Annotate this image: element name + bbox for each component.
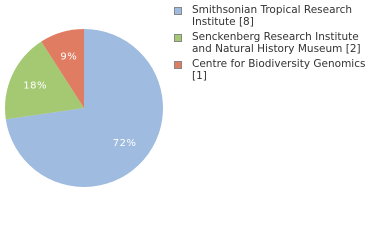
legend-entry: Smithsonian Tropical Research Institute … xyxy=(174,4,374,28)
slice-label: 18% xyxy=(23,81,47,92)
pie-slice xyxy=(5,29,163,187)
legend-swatch xyxy=(174,34,182,42)
legend-label: Centre for Biodiversity Genomics [1] xyxy=(192,58,366,82)
legend-label: Smithsonian Tropical Research Institute … xyxy=(192,4,353,28)
slice-label: 72% xyxy=(113,138,137,149)
pie-slice xyxy=(41,29,84,108)
legend-entry: Centre for Biodiversity Genomics [1] xyxy=(174,58,374,82)
slice-label: 9% xyxy=(60,51,77,62)
legend-swatch xyxy=(174,7,182,15)
pie-slice xyxy=(4,41,84,120)
legend-entry: Senckenberg Research Institute and Natur… xyxy=(174,31,374,55)
legend-swatch xyxy=(174,61,182,69)
legend-label: Senckenberg Research Institute and Natur… xyxy=(192,31,361,55)
